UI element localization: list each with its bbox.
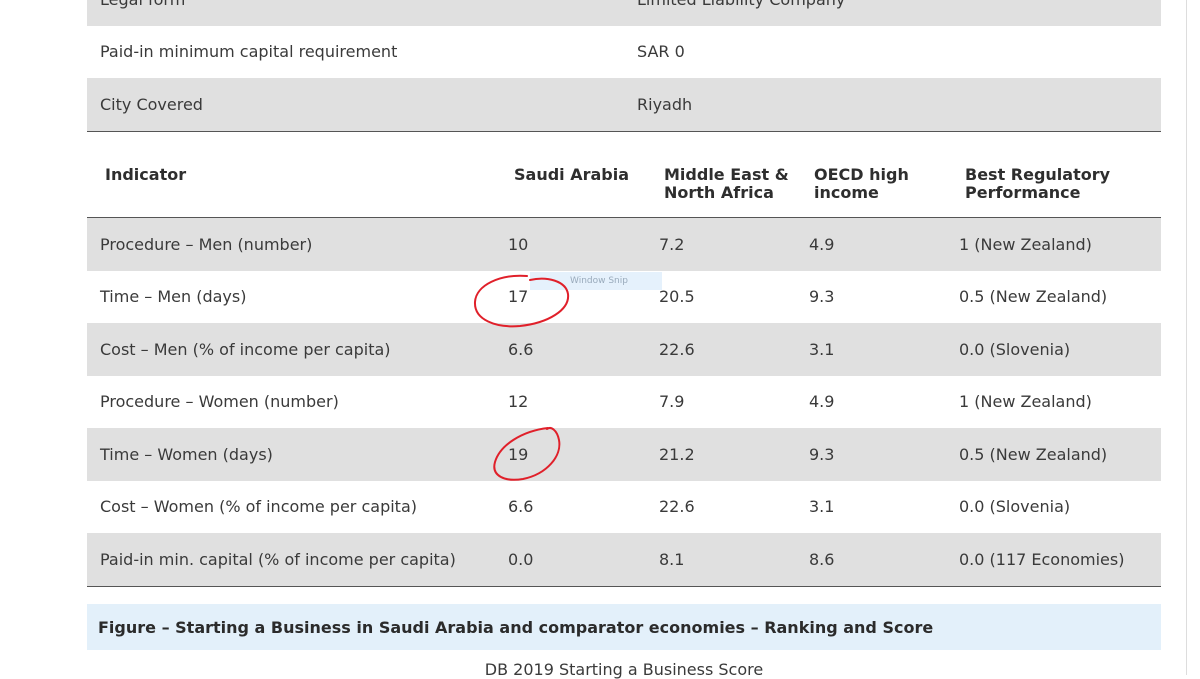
cell-saudi: 0.0	[508, 549, 534, 569]
table-bottom-divider	[87, 586, 1161, 587]
cell-best: 0.5 (New Zealand)	[959, 444, 1108, 464]
header-mena: Middle East & North Africa	[664, 166, 789, 202]
figure-caption-text: Figure – Starting a Business in Saudi Ar…	[98, 617, 934, 637]
cell-oecd: 4.9	[809, 392, 835, 412]
info-value: Riyadh	[637, 94, 693, 114]
chart-title: DB 2019 Starting a Business Score	[484, 660, 764, 679]
indicator-table: Procedure – Men (number) 10 7.2 4.9 1 (N…	[87, 218, 1161, 586]
cell-mena: 20.5	[659, 287, 695, 307]
info-label: Legal form	[100, 0, 185, 9]
header-oecd: OECD high income	[814, 166, 909, 202]
cell-indicator: Cost – Women (% of income per capita)	[100, 497, 417, 517]
cell-oecd: 8.6	[809, 549, 835, 569]
cell-indicator: Procedure – Women (number)	[100, 392, 339, 412]
cell-oecd: 9.3	[809, 287, 835, 307]
info-label: City Covered	[100, 94, 203, 114]
cell-saudi: 6.6	[508, 497, 534, 517]
cell-mena: 22.6	[659, 339, 695, 359]
cell-best: 0.0 (Slovenia)	[959, 339, 1071, 359]
cell-saudi: 10	[508, 234, 529, 254]
cell-best: 0.5 (New Zealand)	[959, 287, 1108, 307]
info-row-min-capital: Paid-in minimum capital requirement SAR …	[87, 26, 1161, 79]
cell-best: 0.0 (117 Economies)	[959, 549, 1125, 569]
table-row: Procedure – Women (number) 12 7.9 4.9 1 …	[87, 376, 1161, 429]
cell-saudi: 6.6	[508, 339, 534, 359]
header-saudi-arabia: Saudi Arabia	[514, 165, 630, 184]
cell-mena: 22.6	[659, 497, 695, 517]
cell-saudi: 19	[508, 444, 529, 464]
cell-indicator: Procedure – Men (number)	[100, 234, 313, 254]
table-divider	[87, 131, 1161, 132]
cell-oecd: 9.3	[809, 444, 835, 464]
info-table: Legal form Limited Liability Company Pai…	[87, 0, 1161, 131]
header-best-line2: Performance	[965, 183, 1081, 202]
cell-mena: 21.2	[659, 444, 695, 464]
header-best-line1: Best Regulatory	[965, 165, 1111, 184]
info-row-city: City Covered Riyadh	[87, 78, 1161, 131]
header-mena-line1: Middle East &	[664, 165, 789, 184]
cell-oecd: 3.1	[809, 339, 835, 359]
table-row: Procedure – Men (number) 10 7.2 4.9 1 (N…	[87, 218, 1161, 271]
cell-indicator: Time – Men (days)	[100, 287, 247, 307]
info-label: Paid-in minimum capital requirement	[100, 42, 398, 62]
info-value: SAR 0	[637, 42, 685, 62]
cell-mena: 7.9	[659, 392, 685, 412]
cell-saudi: 17	[508, 287, 529, 307]
table-row: Cost – Men (% of income per capita) 6.6 …	[87, 323, 1161, 376]
header-oecd-line2: income	[814, 183, 879, 202]
info-value: Limited Liability Company	[637, 0, 845, 9]
cell-best: 1 (New Zealand)	[959, 234, 1092, 254]
cell-indicator: Cost – Men (% of income per capita)	[100, 339, 391, 359]
table-header: Indicator Saudi Arabia Middle East & Nor…	[87, 132, 1161, 217]
table-row: Time – Women (days) 19 21.2 9.3 0.5 (New…	[87, 428, 1161, 481]
cell-indicator: Paid-in min. capital (% of income per ca…	[100, 549, 456, 569]
cell-mena: 7.2	[659, 234, 685, 254]
info-row-legal-form: Legal form Limited Liability Company	[87, 0, 1161, 26]
table-header-divider	[87, 217, 1161, 218]
cell-oecd: 3.1	[809, 497, 835, 517]
cell-saudi: 12	[508, 392, 529, 412]
window-snip-tooltip: Window Snip	[530, 272, 662, 290]
figure-caption: Figure – Starting a Business in Saudi Ar…	[87, 604, 1161, 650]
table-row: Paid-in min. capital (% of income per ca…	[87, 533, 1161, 586]
cell-best: 0.0 (Slovenia)	[959, 497, 1071, 517]
cell-oecd: 4.9	[809, 234, 835, 254]
table-row: Cost – Women (% of income per capita) 6.…	[87, 481, 1161, 534]
header-oecd-line1: OECD high	[814, 165, 909, 184]
header-mena-line2: North Africa	[664, 183, 774, 202]
page-edge-line	[1186, 0, 1187, 675]
cell-mena: 8.1	[659, 549, 685, 569]
cell-indicator: Time – Women (days)	[100, 444, 273, 464]
header-best: Best Regulatory Performance	[965, 166, 1110, 202]
cell-best: 1 (New Zealand)	[959, 392, 1092, 412]
header-indicator: Indicator	[105, 165, 187, 184]
